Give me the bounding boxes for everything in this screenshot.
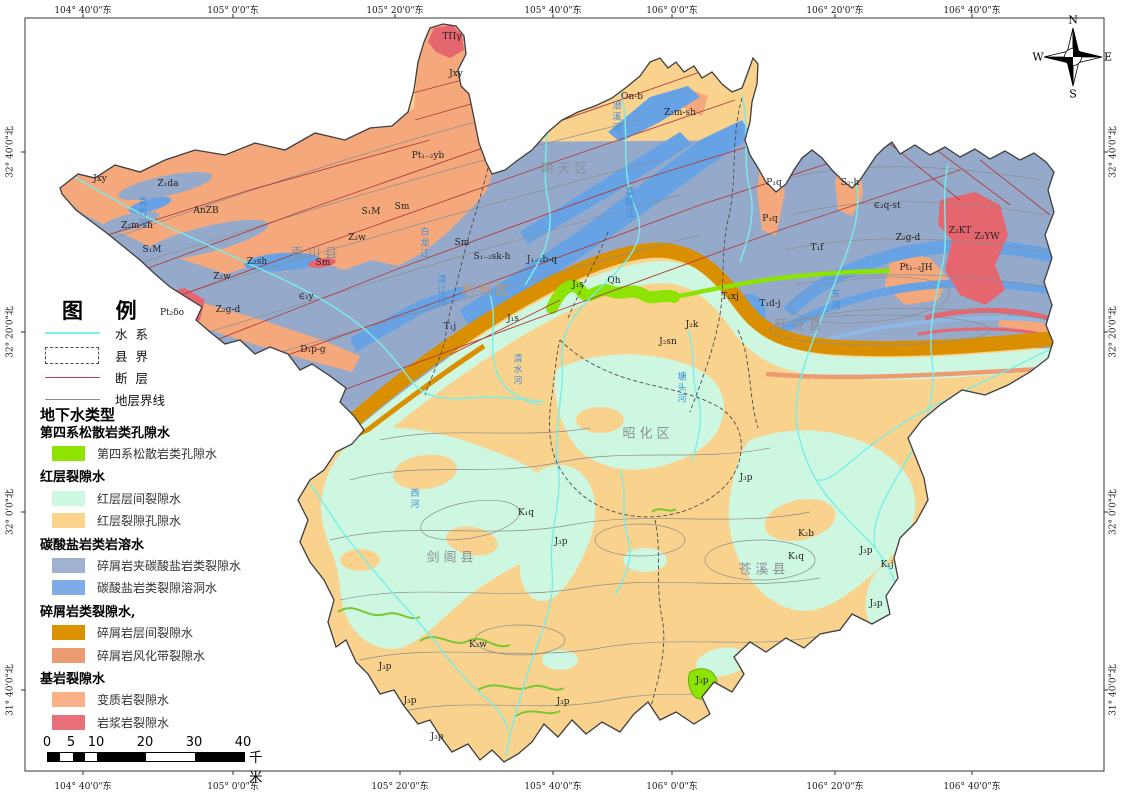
legend-row-label: 红层裂隙孔隙水 — [97, 514, 182, 529]
legend-row: 红层裂隙水 — [40, 465, 300, 487]
scale-tick-number: 5 — [66, 735, 76, 750]
legend-title: 图 例 — [62, 298, 143, 323]
legend-symbol-box — [45, 398, 103, 400]
frame-ticks — [21, 14, 1108, 775]
legend-row-label: 碳酸盐岩类岩溶水 — [40, 537, 145, 553]
legend-color-swatch — [52, 490, 85, 506]
scale-tick-number: 10 — [87, 735, 105, 750]
legend-row: 碎屑岩层间裂隙水 — [40, 622, 300, 644]
legend-row: 碎屑岩类裂隙水, — [40, 599, 300, 621]
legend-row-label: 第四系松散岩类孔隙水 — [40, 425, 171, 441]
legend-symbol-label: 地层界线 — [115, 392, 166, 408]
legend-row: 碎屑岩风化带裂隙水 — [40, 644, 300, 666]
groundwater-type-title: 地下水类型 — [40, 406, 116, 424]
legend-symbol-icon — [45, 332, 100, 334]
compass-label-e: E — [1103, 50, 1113, 64]
legend-groundwater-list: 第四系松散岩类孔隙水 第四系松散岩类孔隙水 红层裂隙水 红层层间裂隙水 红层裂隙… — [40, 420, 300, 733]
legend-row-label: 基岩裂隙水 — [40, 671, 106, 687]
legend-row-label: 变质岩裂隙水 — [97, 693, 170, 708]
legend-color-swatch — [52, 714, 85, 730]
legend-row: 碳酸盐岩类裂隙溶洞水 — [40, 577, 300, 599]
legend-symbol-row: 县 界 — [45, 344, 165, 366]
compass-rose — [1043, 27, 1103, 87]
scale-unit-label: 千米 — [249, 750, 263, 786]
legend-symbol-icon — [45, 346, 99, 364]
legend-row: 第四系松散岩类孔隙水 — [40, 420, 300, 442]
legend-row-label: 岩浆岩裂隙水 — [97, 715, 170, 730]
legend-row: 红层裂隙孔隙水 — [40, 510, 300, 532]
compass-label-s: S — [1069, 87, 1077, 101]
scale-tick-number: 30 — [185, 735, 203, 750]
legend-color-swatch — [52, 647, 85, 663]
legend-row: 碳酸盐岩类岩溶水 — [40, 532, 300, 554]
scale-bar-graphic — [47, 752, 245, 762]
legend-row-label: 第四系松散岩类孔隙水 — [97, 447, 218, 462]
compass-label-w: W — [1032, 50, 1044, 64]
valley-quaternary — [337, 508, 677, 717]
legend-row-label: 红层层间裂隙水 — [97, 491, 182, 506]
legend-row-label: 红层裂隙水 — [40, 470, 106, 486]
legend-row: 岩浆岩裂隙水 — [40, 711, 300, 733]
legend-symbol-box — [45, 346, 103, 364]
legend-symbol-list: 水 系 县 界 断 层 地层界线 — [45, 322, 165, 410]
legend-color-swatch — [52, 692, 85, 708]
compass-label-n: N — [1068, 13, 1078, 27]
legend-color-swatch — [52, 580, 85, 596]
region-outline — [59, 23, 1055, 763]
legend-symbol-box — [45, 332, 103, 334]
legend-row: 变质岩裂隙水 — [40, 689, 300, 711]
map-frame — [24, 17, 1105, 772]
legend-row-label: 碳酸盐岩类裂隙溶洞水 — [97, 581, 218, 596]
legend-row-label: 碎屑岩层间裂隙水 — [97, 626, 194, 641]
scale-tick-number: 40 — [234, 735, 252, 750]
legend-color-swatch — [52, 446, 85, 462]
legend-symbol-row: 地层界线 — [45, 388, 165, 410]
legend-symbol-label: 水 系 — [115, 326, 148, 342]
legend-symbol-icon — [45, 376, 100, 378]
legend-symbol-box — [45, 376, 103, 378]
legend-row-label: 碎屑岩风化带裂隙水 — [97, 648, 206, 663]
legend-row-label: 碎屑岩类裂隙水, — [40, 604, 136, 620]
legend-row: 基岩裂隙水 — [40, 666, 300, 688]
legend-symbol-row: 水 系 — [45, 322, 165, 344]
legend-row-label: 碎屑岩夹碳酸盐岩类裂隙水 — [97, 559, 242, 574]
legend-symbol-icon — [45, 398, 100, 400]
scale-tick-number: 0 — [42, 735, 52, 750]
legend-symbol-label: 断 层 — [115, 370, 148, 386]
legend-row: 碎屑岩夹碳酸盐岩类裂隙水 — [40, 554, 300, 576]
scale-tick-number: 20 — [136, 735, 154, 750]
legend-symbol-label: 县 界 — [115, 348, 148, 364]
legend-row: 第四系松散岩类孔隙水 — [40, 442, 300, 464]
fault-lines — [60, 71, 1051, 396]
legend-row: 红层层间裂隙水 — [40, 487, 300, 509]
legend-color-swatch — [52, 513, 85, 529]
legend-color-swatch — [52, 558, 85, 574]
legend-symbol-row: 断 层 — [45, 366, 165, 388]
legend-color-swatch — [52, 625, 85, 641]
